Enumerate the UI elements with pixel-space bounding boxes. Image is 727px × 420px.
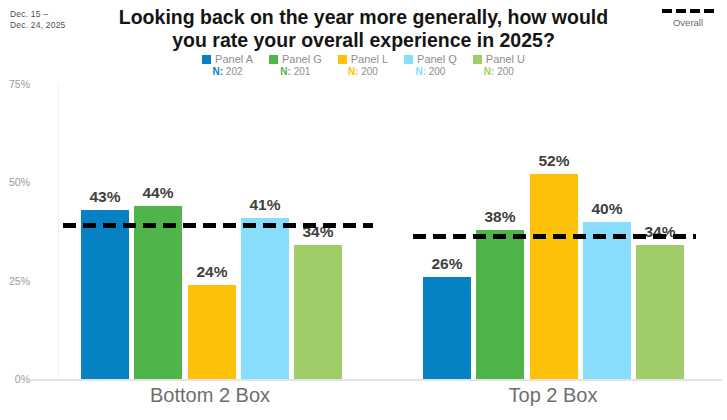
legend-item-panel-l: Panel LN: 200 [338,53,388,77]
bar-value-panel-g-top-2-box: 38% [470,208,530,226]
bar-panel-a-top-2-box [423,277,471,379]
legend-swatch-icon-panel-u [473,55,482,64]
legend-swatch-icon-panel-a [202,55,211,64]
legend-swatch-icon-panel-q [404,55,413,64]
category-label-bottom-2-box: Bottom 2 Box [100,384,320,407]
chart-title: Looking back on the year more generally,… [70,6,657,52]
overall-dashed-line-top-2-box [413,234,696,239]
legend-item-panel-a: Panel AN: 202 [202,53,253,77]
date-range: Dec. 15 – Dec. 24, 2025 [10,9,66,31]
date-range-line1: Dec. 15 – [10,9,66,20]
legend-item-panel-g: Panel GN: 201 [269,53,322,77]
chart-page: Dec. 15 – Dec. 24, 2025 Looking back on … [0,0,727,420]
legend-n-prefix-panel-u: N: [484,66,495,77]
legend-label-panel-g: Panel G [282,53,322,65]
y-axis-tick-0: 0% [6,372,30,386]
bar-panel-u-top-2-box [636,245,684,379]
y-axis-tick-25: 25% [6,274,30,288]
bar-value-panel-q-top-2-box: 40% [577,200,637,218]
legend-label-panel-q: Panel Q [417,53,457,65]
overall-legend-label: Overall [673,17,703,28]
bar-panel-u-bottom-2-box [294,245,342,379]
chart-title-line1: Looking back on the year more generally,… [70,6,657,29]
dashed-line-icon [662,9,714,13]
overall-line-legend: Overall [657,9,719,28]
legend-n-prefix-panel-l: N: [348,66,359,77]
bar-panel-g-top-2-box [476,230,524,379]
overall-dashed-line-bottom-2-box [63,223,373,228]
bar-value-panel-q-bottom-2-box: 41% [235,196,295,214]
x-axis-baseline [30,379,722,381]
legend-n-panel-l: N: 200 [338,66,388,77]
legend-n-panel-g: N: 201 [269,66,322,77]
legend-n-panel-u: N: 200 [473,66,525,77]
category-label-top-2-box: Top 2 Box [443,384,663,407]
y-axis-tick-75: 75% [6,77,30,91]
y-axis-tick-50: 50% [6,175,30,189]
legend-label-panel-a: Panel A [215,53,253,65]
bar-value-panel-l-top-2-box: 52% [524,152,584,170]
legend-n-panel-a: N: 202 [202,66,253,77]
bar-value-panel-l-bottom-2-box: 24% [182,263,242,281]
bar-value-panel-a-bottom-2-box: 43% [75,188,135,206]
bar-value-panel-g-bottom-2-box: 44% [128,184,188,202]
bar-panel-l-bottom-2-box [188,285,236,379]
bar-panel-g-bottom-2-box [134,206,182,379]
bar-panel-q-bottom-2-box [241,218,289,379]
bar-panel-a-bottom-2-box [81,210,129,379]
plot-area: 43%26%44%38%24%52%41%40%34%34% [58,84,722,379]
legend-n-prefix-panel-g: N: [280,66,291,77]
panel-legend: Panel AN: 202Panel GN: 201Panel LN: 200P… [0,53,727,77]
bar-panel-q-top-2-box [583,222,631,379]
legend-item-panel-q: Panel QN: 200 [404,53,457,77]
legend-n-prefix-panel-q: N: [415,66,426,77]
bar-value-panel-a-top-2-box: 26% [417,255,477,273]
legend-label-panel-l: Panel L [351,53,388,65]
legend-n-panel-q: N: 200 [404,66,457,77]
legend-item-panel-u: Panel UN: 200 [473,53,525,77]
chart-title-line2: you rate your overall experience in 2025… [70,29,657,52]
legend-swatch-icon-panel-g [269,55,278,64]
date-range-line2: Dec. 24, 2025 [10,20,66,31]
bar-panel-l-top-2-box [530,174,578,379]
legend-label-panel-u: Panel U [486,53,525,65]
legend-n-prefix-panel-a: N: [213,66,224,77]
legend-swatch-icon-panel-l [338,55,347,64]
